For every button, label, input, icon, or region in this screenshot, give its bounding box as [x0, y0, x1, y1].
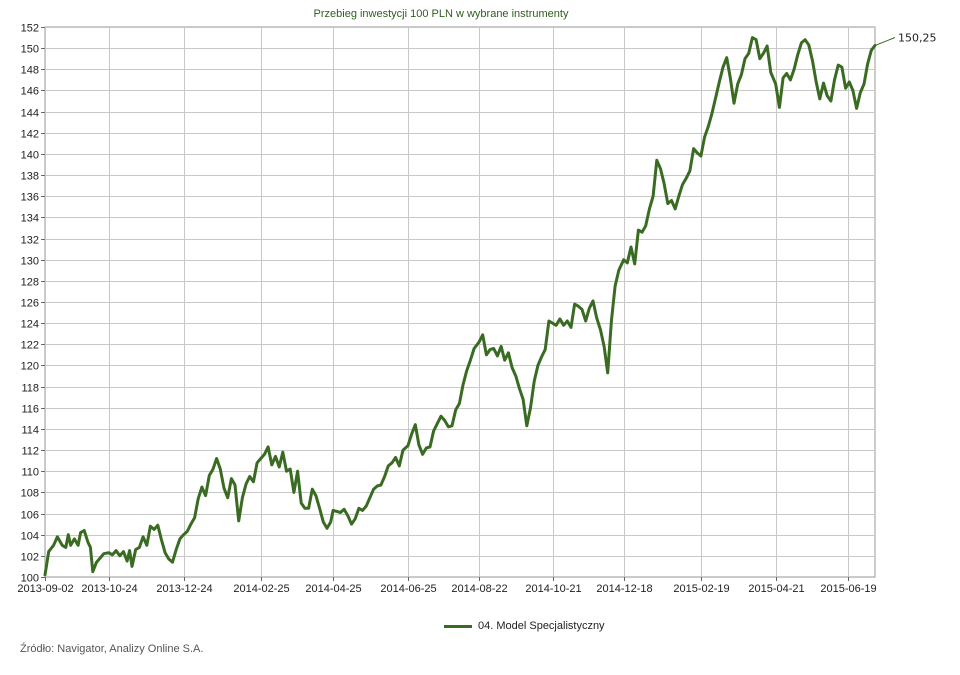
end-value-marker: 150,25 [874, 32, 937, 46]
y-tick-label: 120 [21, 361, 39, 373]
x-tick-label: 2014-02-25 [233, 583, 289, 595]
series-line [43, 36, 877, 577]
x-tick-label: 2015-02-19 [673, 583, 729, 595]
x-tick-label: 2013-12-24 [156, 583, 212, 595]
x-tick-label: 2013-09-02 [17, 583, 73, 595]
y-tick-label: 152 [21, 23, 39, 35]
x-tick-label: 2014-10-21 [525, 583, 581, 595]
y-tick-label: 128 [21, 277, 39, 289]
y-tick-label: 106 [21, 510, 39, 522]
y-tick-label: 112 [21, 446, 39, 458]
legend-swatch [444, 624, 472, 628]
y-axis-ticks: 100 102 104 106 108 110 112 114 116 118 120 122 124 1… [21, 23, 45, 585]
chart-grid [44, 26, 876, 578]
y-tick-label: 136 [21, 192, 39, 204]
source-note: Źródło: Navigator, Analizy Online S.A. [20, 643, 204, 655]
x-axis-ticks: 2013-09-02 2013-10-24 2013-12-24 2014-02-25… [17, 577, 877, 595]
y-tick-label: 108 [21, 488, 39, 500]
y-tick-label: 132 [21, 235, 39, 247]
series-layer [43, 36, 877, 577]
y-tick-label: 148 [21, 65, 39, 77]
x-tick-label: 2015-04-21 [748, 583, 804, 595]
y-tick-label: 140 [21, 150, 39, 162]
x-tick-label: 2014-08-22 [451, 583, 507, 595]
y-tick-label: 114 [21, 425, 39, 437]
y-tick-label: 118 [21, 383, 39, 395]
y-tick-label: 122 [21, 340, 39, 352]
legend-label: 04. Model Specjalistyczny [478, 620, 605, 632]
y-tick-label: 142 [21, 129, 39, 141]
x-tick-label: 2014-12-18 [596, 583, 652, 595]
y-tick-label: 116 [21, 404, 39, 416]
y-tick-label: 100 [21, 573, 39, 585]
legend: 04. Model Specjalistyczny [444, 620, 605, 632]
y-tick-label: 124 [21, 319, 39, 331]
y-tick-label: 146 [21, 86, 39, 98]
chart-title: Przebieg inwestycji 100 PLN w wybrane in… [314, 8, 569, 20]
y-tick-label: 126 [21, 298, 39, 310]
end-value-leader [874, 37, 896, 46]
end-value-label: 150,25 [898, 32, 937, 45]
y-tick-label: 110 [21, 467, 39, 479]
y-tick-label: 144 [21, 108, 39, 120]
x-tick-label: 2014-06-25 [380, 583, 436, 595]
x-tick-label: 2015-06-19 [820, 583, 876, 595]
y-tick-label: 150 [21, 44, 39, 56]
x-tick-label: 2014-04-25 [305, 583, 361, 595]
y-tick-label: 104 [21, 531, 39, 543]
x-tick-label: 2013-10-24 [81, 583, 137, 595]
y-tick-label: 102 [21, 552, 39, 564]
y-tick-label: 138 [21, 171, 39, 183]
y-tick-label: 130 [21, 256, 39, 268]
y-tick-label: 134 [21, 213, 39, 225]
